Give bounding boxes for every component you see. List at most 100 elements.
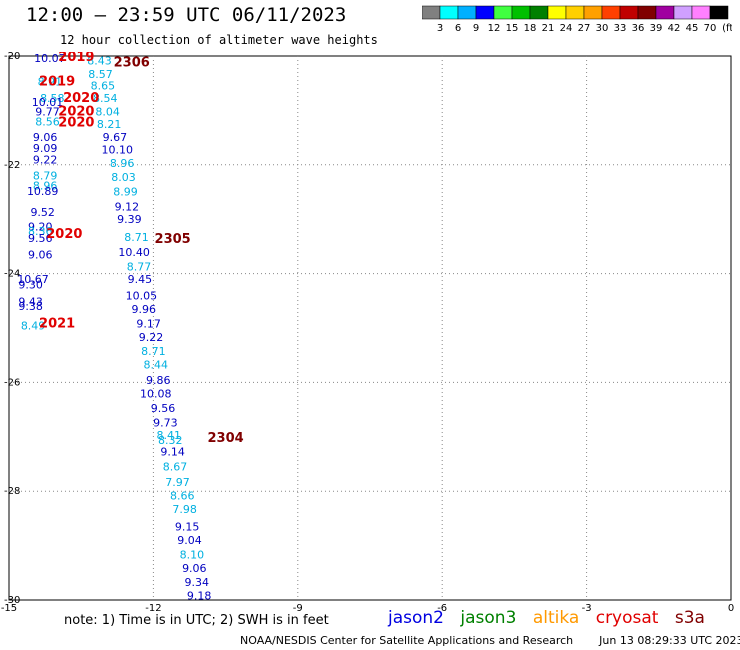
wave-height-point: 9.73	[153, 417, 178, 430]
wave-height-point: 9.06	[28, 249, 53, 262]
color-scale-label: 18	[524, 23, 537, 33]
y-tick-label: -22	[4, 160, 20, 171]
wave-height-point: 9.22	[139, 331, 164, 344]
wave-height-point: 9.04	[177, 534, 202, 547]
legend-jason3: jason3	[460, 608, 517, 628]
track-annotation: 2019	[58, 50, 94, 65]
color-scale-label: 27	[578, 23, 591, 33]
wave-height-point: 8.58	[40, 92, 65, 105]
y-tick-label: -30	[4, 595, 20, 606]
wave-height-point: 9.38	[18, 300, 43, 313]
wave-height-point: 9.96	[132, 303, 157, 316]
wave-height-point: 8.56	[35, 115, 60, 128]
wave-height-point: 8.96	[110, 157, 135, 170]
wave-height-point: 8.04	[95, 105, 120, 118]
wave-height-point: 8.77	[127, 261, 152, 274]
track-annotation: 2020	[46, 227, 82, 242]
legend-cryosat: cryosat	[595, 608, 659, 628]
wave-height-point: 9.30	[18, 278, 43, 291]
x-tick-label: -12	[145, 603, 161, 614]
wave-height-point: 9.39	[117, 213, 142, 226]
wave-height-point: 10.40	[118, 246, 150, 259]
wave-height-point: 9.56	[28, 232, 53, 245]
units-note: note: 1) Time is in UTC; 2) SWH is in fe…	[64, 613, 329, 628]
wave-height-point: 9.15	[175, 521, 200, 534]
color-scale-label: 42	[668, 23, 681, 33]
wave-height-point: 10.08	[140, 387, 172, 400]
wave-height-point: 9.45	[128, 273, 153, 286]
satellite-legend: jason2 jason3 altika cryosat s3a	[388, 608, 716, 628]
color-scale-label: 21	[542, 23, 555, 33]
wave-height-point: 8.57	[88, 68, 113, 81]
wave-height-point: 8.36	[28, 225, 53, 238]
color-scale-label: 30	[596, 23, 609, 33]
color-scale-unit: (ft)	[722, 23, 732, 33]
wave-height-point: 9.56	[151, 402, 176, 415]
wave-height-point: 10.05	[126, 289, 158, 302]
wave-height-point: 9.14	[160, 445, 185, 458]
y-tick-label: -20	[4, 51, 20, 62]
wave-height-point: 8.54	[93, 92, 118, 105]
wave-height-point: 9.12	[115, 201, 140, 214]
x-tick-label: -9	[293, 603, 303, 614]
wave-height-point: 10.01	[32, 96, 64, 109]
wave-height-point: 9.18	[187, 590, 212, 603]
wave-height-point: 9.34	[184, 576, 209, 589]
wave-height-point: 8.03	[111, 171, 136, 184]
wave-height-point: 9.77	[35, 105, 60, 118]
wave-height-point: 8.91	[38, 76, 63, 89]
color-scale-label: 6	[455, 23, 461, 33]
wave-height-point: 8.32	[158, 434, 183, 447]
wave-height-point: 7.97	[165, 476, 190, 489]
plot-frame	[8, 55, 732, 601]
wave-height-point: 10.89	[27, 185, 59, 198]
color-scale-label: 9	[473, 23, 479, 33]
wave-height-point: 9.09	[33, 142, 58, 155]
wave-height-point: 10.07	[34, 52, 66, 65]
y-tick-label: -28	[4, 486, 20, 497]
wave-height-point: 9.20	[28, 220, 53, 233]
wave-height-point: 9.06	[33, 131, 58, 144]
color-scale-label: 24	[560, 23, 573, 33]
color-swatch	[709, 5, 729, 20]
track-annotation: 2304	[208, 431, 244, 446]
track-annotation: 2305	[155, 232, 191, 247]
wave-height-point: 9.17	[136, 318, 161, 331]
color-scale-label: 70	[704, 23, 717, 33]
track-annotation: 2020	[63, 91, 99, 106]
legend-jason2: jason2	[388, 608, 444, 628]
legend-altika: altika	[532, 608, 580, 628]
wave-height-point: 8.65	[91, 79, 116, 92]
wave-height-point: 9.86	[146, 374, 171, 387]
track-annotation: 2020	[58, 104, 94, 119]
wave-height-point: 9.52	[30, 206, 55, 219]
wave-height-point: 8.96	[33, 179, 58, 192]
wave-height-point: 8.71	[141, 345, 166, 358]
wave-height-point: 9.22	[33, 153, 58, 166]
wave-height-point: 8.49	[21, 319, 46, 332]
x-tick-label: -3	[582, 603, 592, 614]
wave-height-point: 9.43	[18, 295, 43, 308]
wave-height-point: 8.79	[33, 170, 58, 183]
wave-height-point: 8.71	[124, 231, 149, 244]
wave-height-point: 8.43	[87, 54, 112, 67]
timestamp-text: Jun 13 08:29:33 UTC 2023	[599, 634, 740, 647]
x-tick-label: 0	[728, 603, 734, 614]
track-annotation: 2306	[114, 55, 150, 70]
x-tick-label: -15	[1, 603, 17, 614]
y-tick-label: -24	[4, 269, 20, 280]
wave-height-point: 8.67	[163, 461, 188, 474]
wave-height-point: 10.10	[102, 144, 134, 157]
wave-height-point: 7.21	[194, 632, 219, 645]
wave-height-point: 8.41	[157, 429, 182, 442]
color-scale-label: 39	[650, 23, 663, 33]
color-scale-label: 12	[488, 23, 501, 33]
wave-height-point: 8.21	[97, 118, 122, 131]
wave-height-point: 8.44	[144, 358, 169, 371]
track-annotation: 2021	[39, 317, 75, 332]
color-scale-label: 36	[632, 23, 645, 33]
track-annotation: 2020	[58, 115, 94, 130]
